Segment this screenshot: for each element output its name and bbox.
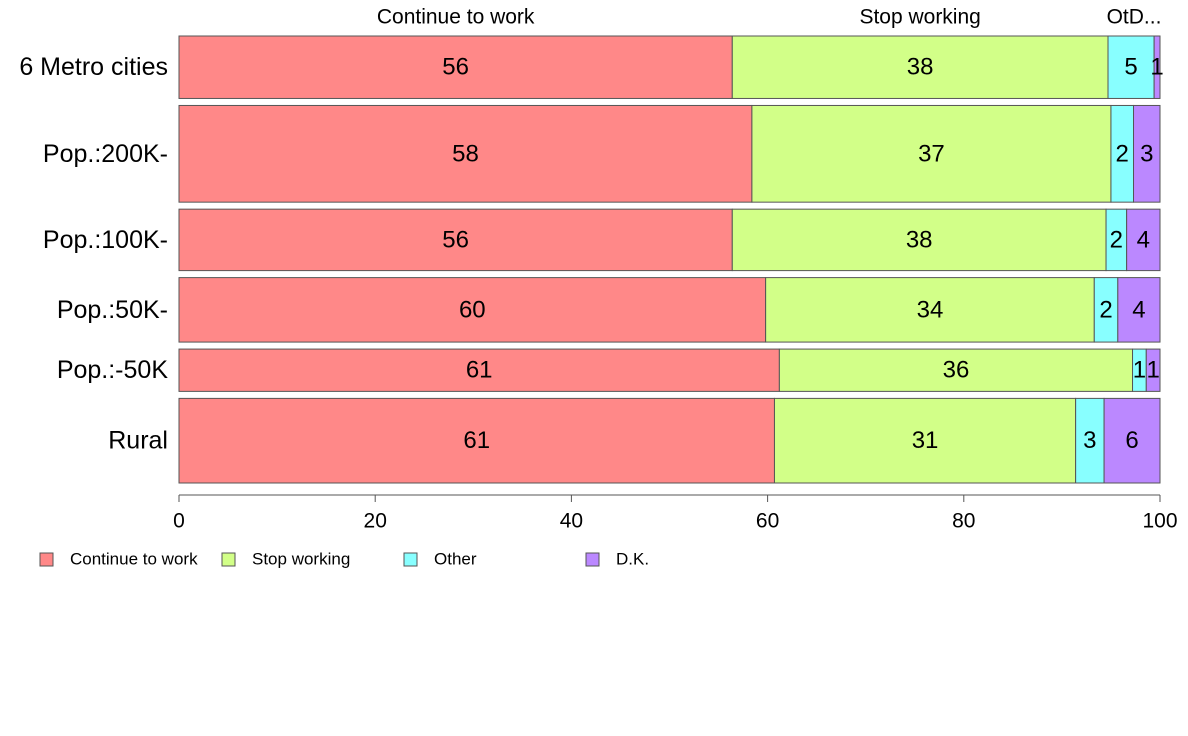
bar-segment-d-k [1145,348,1161,392]
legend-label: Stop working [252,550,350,569]
x-axis: 0 20 40 60 80 100 [173,494,1178,533]
legend-swatch [221,552,236,567]
bar-value-label: 6 [1125,427,1138,454]
bar-value-label: 38 [907,54,934,81]
bar-segment-stop-working [765,277,1095,343]
bar-value-label: 60 [459,296,486,323]
bar-value-label: 2 [1116,140,1129,167]
x-tick-label: 40 [560,510,583,533]
bar-segment-stop-working [731,208,1107,272]
bar-row-rural: Rural 61 31 3 6 [108,397,1161,484]
bar-segment-other [1075,397,1105,484]
bar-segment-stop-working [773,397,1077,484]
bar-value-label: 4 [1137,226,1150,253]
bar-segment-d-k [1103,397,1161,484]
legend-item-other: Other [403,550,477,569]
column-header-otd: OtD... [1107,6,1162,29]
bar-row-pop-100k: Pop.:100K- 56 38 2 4 [43,208,1161,272]
bar-value-label: 56 [442,226,469,253]
bar-value-label: 34 [917,296,944,323]
x-tick-label: 0 [173,510,185,533]
bar-segment-continue-to-work [178,35,733,99]
x-tick-label: 20 [364,510,387,533]
bar-value-label: 1 [1150,54,1163,81]
legend-swatch [403,552,418,567]
bar-value-label: 36 [943,357,970,384]
legend: Continue to work Stop working Other D.K. [39,550,649,569]
bar-value-label: 1 [1146,357,1159,384]
column-header-continue-to-work: Continue to work [377,6,535,29]
bar-value-label: 31 [912,427,939,454]
x-tick-label: 100 [1142,510,1177,533]
bar-segment-other [1107,35,1155,99]
legend-label: Other [434,550,477,569]
x-tick-label: 80 [952,510,975,533]
legend-swatch [585,552,600,567]
bar-row-pop-50k: Pop.:-50K 61 36 1 1 [57,348,1161,392]
bar-segment-stop-working [751,104,1112,203]
row-label: Rural [108,427,168,455]
row-label: Pop.:200K- [43,140,168,168]
row-label: Pop.:-50K [57,356,169,384]
legend-label: D.K. [616,550,649,569]
legend-label: Continue to work [70,550,198,569]
row-label: 6 Metro cities [19,53,168,81]
bar-value-label: 61 [466,357,493,384]
bar-value-label: 4 [1132,296,1145,323]
bar-row-6-metro-cities: 6 Metro cities 56 38 5 1 [19,35,1164,99]
bar-row-pop-200k: Pop.:200K- 58 37 2 3 [43,104,1161,203]
legend-swatch [39,552,54,567]
bar-segment-d-k [1117,277,1161,343]
bar-value-label: 3 [1083,427,1096,454]
bar-row-pop-50k: Pop.:50K- 60 34 2 4 [57,277,1161,343]
bar-value-label: 37 [918,140,945,167]
legend-item-continue-to-work: Continue to work [39,550,198,569]
column-header-stop-working: Stop working [859,6,980,29]
row-label: Pop.:100K- [43,226,168,254]
bar-value-label: 1 [1133,357,1146,384]
row-label: Pop.:50K- [57,296,168,324]
bar-segment-d-k [1126,208,1161,272]
bar-value-label: 2 [1110,226,1123,253]
bar-value-label: 3 [1140,140,1153,167]
bar-segment-continue-to-work [178,277,767,343]
bar-segment-continue-to-work [178,208,733,272]
bar-value-label: 2 [1099,296,1112,323]
legend-item-stop-working: Stop working [221,550,350,569]
bar-segment-stop-working [778,348,1134,392]
bar-segment-continue-to-work [178,104,753,203]
bar-segment-stop-working [731,35,1109,99]
bar-value-label: 38 [906,226,933,253]
legend-item-d-k: D.K. [585,550,649,569]
bar-segment-continue-to-work [178,348,780,392]
bar-value-label: 58 [452,140,479,167]
bar-value-label: 5 [1124,54,1137,81]
bar-value-label: 56 [442,54,469,81]
bar-value-label: 61 [463,427,490,454]
bar-segment-continue-to-work [178,397,775,484]
bar-segment-d-k [1153,35,1161,99]
x-tick-label: 60 [756,510,779,533]
bar-segment-d-k [1133,104,1161,203]
column-header-labels: Continue to work Stop working OtD... [377,6,1162,29]
